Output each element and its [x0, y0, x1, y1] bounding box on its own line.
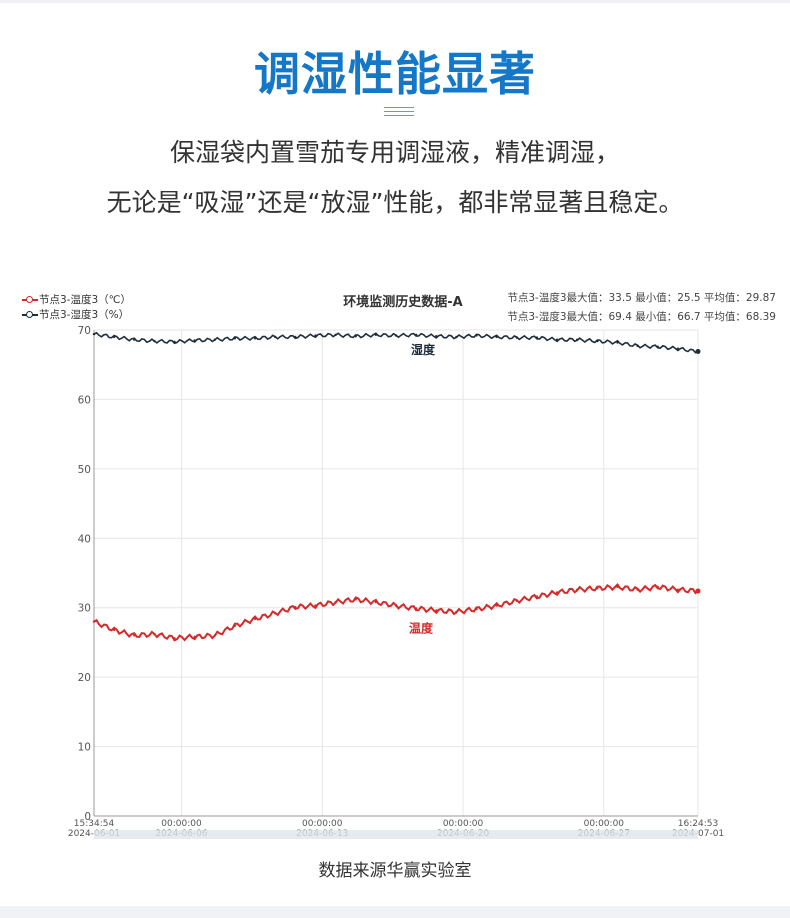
description-line-1: 保湿袋内置雪茄专用调湿液，精准调湿， [169, 138, 620, 167]
legend-label-temperature: 节点3-温度3（℃） [39, 294, 131, 306]
data-point [253, 337, 257, 340]
series-label-temperature: 温度 [409, 620, 434, 635]
data-point [314, 604, 317, 607]
data-point [193, 635, 196, 639]
top-divider [0, 0, 790, 3]
data-source: 数据来源华赢实验室 [318, 861, 472, 881]
zoom-range-band [94, 830, 698, 839]
data-point [153, 339, 156, 343]
y-tick-label: 10 [78, 742, 91, 754]
data-point [274, 335, 277, 339]
y-tick-label: 40 [78, 533, 91, 545]
data-point [213, 634, 216, 637]
line-chart: 01020304050607015:34:542024-06-0100:00:0… [68, 325, 724, 839]
legend-item-temperature[interactable]: 节点3-温度3（℃） [22, 293, 131, 307]
data-point [555, 591, 559, 594]
temperature-stats: 节点3-温度3最大值：33.5 最小值：25.5 平均值：29.87 [507, 292, 776, 304]
page-title: 调湿性能显著 [254, 47, 536, 101]
data-point [535, 595, 539, 598]
data-point [495, 604, 498, 607]
y-tick-label: 0 [84, 811, 91, 823]
data-point [233, 337, 237, 340]
title-decoration [384, 107, 414, 117]
data-point [133, 634, 136, 637]
data-point [274, 612, 277, 615]
data-point [92, 620, 96, 623]
data-point [596, 339, 599, 343]
data-point [636, 588, 639, 591]
series-label-humidity: 湿度 [411, 342, 436, 357]
data-point [414, 607, 418, 610]
data-point [193, 339, 196, 342]
data-point [173, 637, 176, 640]
data-point [576, 588, 579, 591]
x-tick-time: 00:00:00 [161, 819, 202, 829]
data-point [676, 588, 680, 591]
data-point [233, 624, 237, 627]
data-point [334, 600, 337, 604]
y-tick-label: 20 [78, 672, 91, 684]
data-point [133, 338, 136, 341]
data-point [656, 345, 659, 348]
data-point [314, 334, 317, 337]
data-point [455, 335, 458, 339]
x-tick-time: 15:34:54 [74, 819, 115, 829]
data-point [374, 333, 378, 337]
series-line-temperature [93, 582, 699, 642]
description-line-2: 无论是“吸湿”还是“放湿”性能，都非常显著且稳定。 [106, 188, 684, 217]
data-point [515, 599, 518, 602]
x-tick-time: 16:24:53 [678, 819, 718, 829]
data-point [394, 604, 398, 607]
data-point [374, 600, 378, 604]
data-point [636, 344, 639, 348]
data-point [294, 335, 297, 339]
legend-item-humidity[interactable]: 节点3-湿度3（%） [22, 308, 129, 322]
x-tick-time: 00:00:00 [302, 819, 343, 829]
data-point [354, 598, 357, 601]
data-point [435, 335, 438, 338]
data-point [656, 585, 659, 589]
line-marker-icon [22, 310, 38, 320]
series-end-point [695, 349, 701, 355]
data-point [475, 334, 478, 337]
x-tick-time: 00:00:00 [584, 819, 625, 829]
data-point [515, 336, 518, 339]
data-point [354, 335, 357, 338]
data-point [616, 341, 619, 344]
data-point [112, 335, 116, 339]
data-point [173, 340, 176, 344]
data-point [112, 628, 116, 632]
humidity-stats: 节点3-湿度3最大值：69.4 最小值：66.7 平均值：68.39 [507, 311, 776, 323]
data-point [294, 605, 297, 609]
legend-label-humidity: 节点3-湿度3（%） [39, 309, 130, 321]
y-tick-label: 60 [78, 394, 91, 406]
y-tick-label: 70 [78, 325, 91, 337]
data-point [495, 335, 498, 339]
bottom-band [0, 906, 790, 918]
x-tick-time: 00:00:00 [443, 819, 484, 829]
data-point [394, 334, 398, 337]
data-point [414, 333, 418, 337]
data-point [676, 347, 680, 350]
series-end-point [695, 588, 701, 594]
data-point [616, 585, 619, 589]
data-point [455, 610, 458, 614]
data-point [253, 617, 257, 621]
data-point [576, 338, 579, 341]
data-point [153, 632, 156, 636]
data-point [475, 607, 478, 611]
data-point [334, 333, 337, 337]
data-point [435, 609, 438, 612]
data-point [596, 587, 599, 590]
data-point [213, 338, 216, 341]
data-point [555, 338, 559, 341]
chart-title: 环境监测历史数据-A [343, 295, 463, 310]
y-tick-label: 50 [78, 464, 91, 476]
data-point [535, 336, 539, 339]
y-tick-label: 30 [78, 603, 91, 615]
line-marker-icon [22, 295, 38, 305]
data-point [92, 332, 96, 336]
